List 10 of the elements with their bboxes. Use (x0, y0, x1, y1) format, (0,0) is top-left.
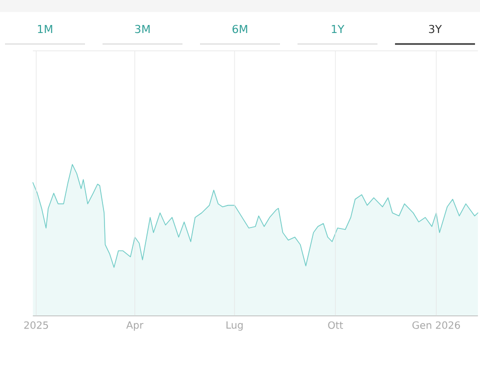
text: 3M (135, 24, 150, 34)
x-tick-label: Apr (126, 321, 144, 331)
text: 1Y (332, 25, 344, 33)
x-tick-label: 2025 (24, 321, 48, 329)
text: 6M (232, 24, 248, 34)
x-tick-label: Gen 2026 (412, 321, 460, 329)
x-tick-label: Ott (328, 321, 343, 329)
text: 1M (38, 25, 52, 33)
text: 3Y (429, 24, 442, 34)
x-tick-label: Lug (226, 321, 243, 331)
